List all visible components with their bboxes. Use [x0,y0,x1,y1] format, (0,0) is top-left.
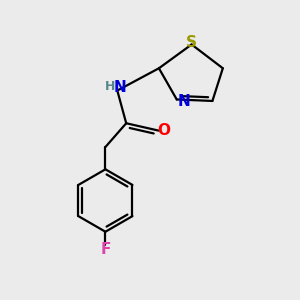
Text: H: H [105,80,115,93]
Text: F: F [100,242,111,257]
Text: N: N [178,94,190,110]
Text: O: O [157,123,170,138]
Text: N: N [114,80,127,95]
Text: S: S [186,34,197,50]
